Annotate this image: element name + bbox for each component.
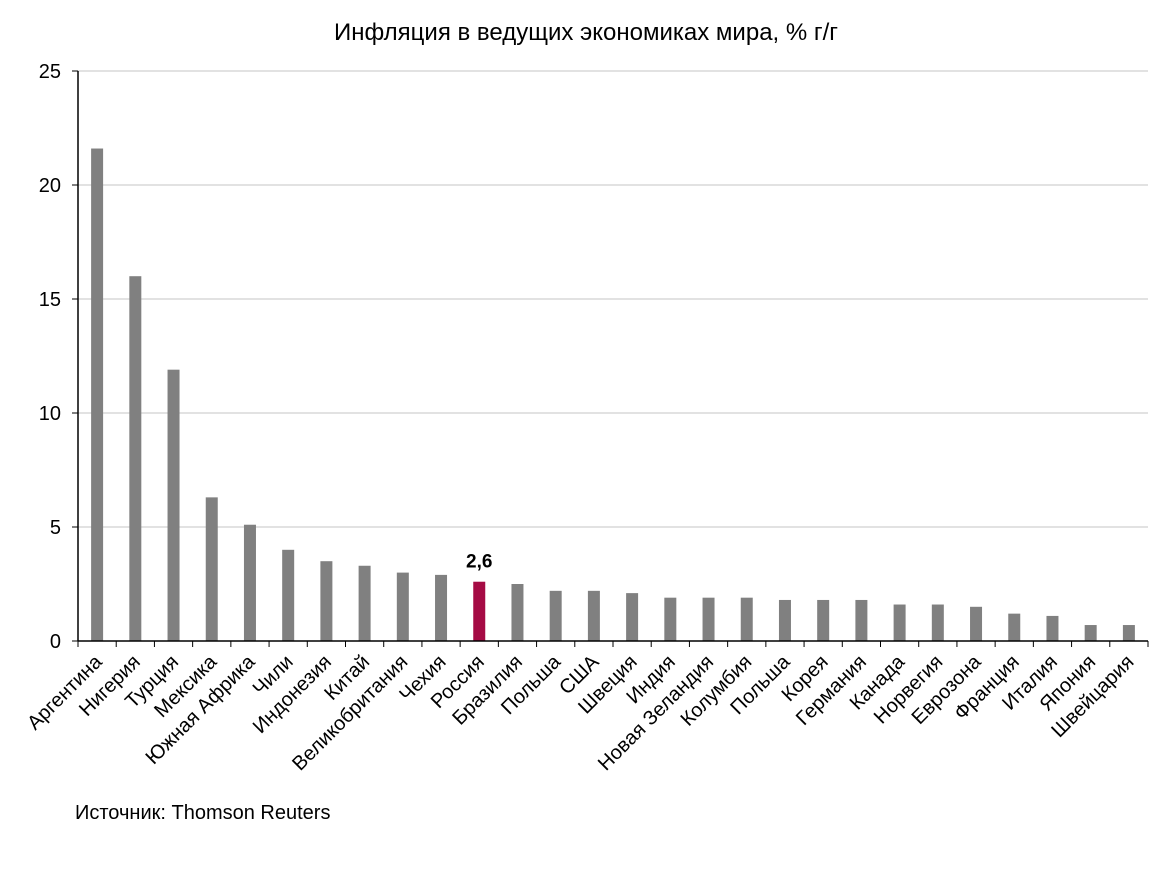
bar (205, 497, 218, 641)
y-tick-label: 5 (50, 517, 61, 539)
bar (740, 597, 753, 641)
bar (91, 148, 104, 641)
gridlines (78, 70, 1148, 528)
axes (72, 70, 1149, 647)
y-tick-label: 25 (39, 61, 61, 83)
bar (702, 597, 715, 641)
bar (970, 606, 983, 641)
y-tick-label: 0 (50, 631, 61, 653)
bar (243, 524, 256, 641)
bar (664, 597, 677, 641)
bar (358, 565, 371, 641)
bar (931, 604, 944, 641)
bar (320, 561, 333, 641)
y-tick-label: 10 (39, 403, 61, 425)
bar (778, 599, 791, 641)
y-tick-label: 20 (39, 175, 61, 197)
bar (167, 369, 180, 641)
source-note: Источник: Thomson Reuters (75, 802, 331, 824)
bar (511, 584, 524, 641)
data-label: 2,6 (466, 552, 492, 573)
y-tick-labels: 0 5 10 15 20 25 (39, 61, 61, 653)
bar (855, 599, 868, 641)
bar (435, 574, 448, 641)
bar (549, 590, 562, 641)
bar (1122, 625, 1135, 641)
chart-title: Инфляция в ведущих экономиках мира, % г/… (334, 19, 838, 46)
bar-highlight (473, 581, 486, 641)
bar (1084, 625, 1097, 641)
y-tick-label: 15 (39, 289, 61, 311)
bar (1046, 615, 1059, 641)
bar (817, 599, 830, 641)
bar (626, 593, 639, 641)
bar (893, 604, 906, 641)
bars (91, 148, 1135, 641)
bar (282, 549, 295, 641)
bar (587, 590, 600, 641)
bar (1008, 613, 1021, 641)
bar (129, 276, 142, 641)
bar (396, 572, 409, 641)
data-labels: 2,6 (466, 552, 492, 573)
